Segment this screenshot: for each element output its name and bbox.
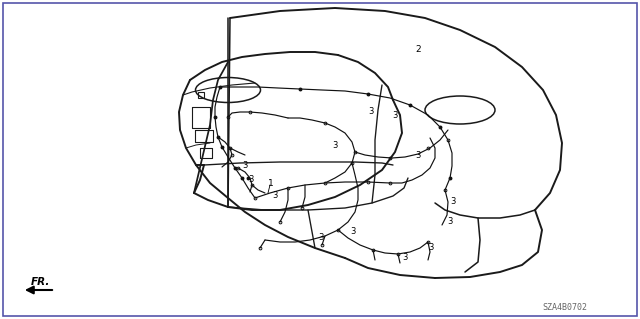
Text: 3: 3	[450, 197, 456, 206]
Text: 2: 2	[415, 46, 420, 55]
Text: 3: 3	[368, 108, 373, 116]
Text: 3: 3	[272, 190, 277, 199]
Text: 3: 3	[350, 227, 355, 236]
Text: 3: 3	[332, 140, 337, 150]
Text: 1: 1	[268, 179, 274, 188]
Text: 3: 3	[415, 151, 420, 160]
Text: 3: 3	[428, 243, 433, 253]
Text: 3: 3	[318, 234, 323, 242]
Text: 3: 3	[402, 254, 408, 263]
Text: FR.: FR.	[30, 277, 50, 287]
Text: 3: 3	[248, 175, 253, 184]
Text: 3: 3	[242, 160, 248, 169]
Text: 3: 3	[392, 110, 397, 120]
Text: SZA4B0702: SZA4B0702	[543, 303, 588, 313]
Text: 3: 3	[447, 218, 452, 226]
